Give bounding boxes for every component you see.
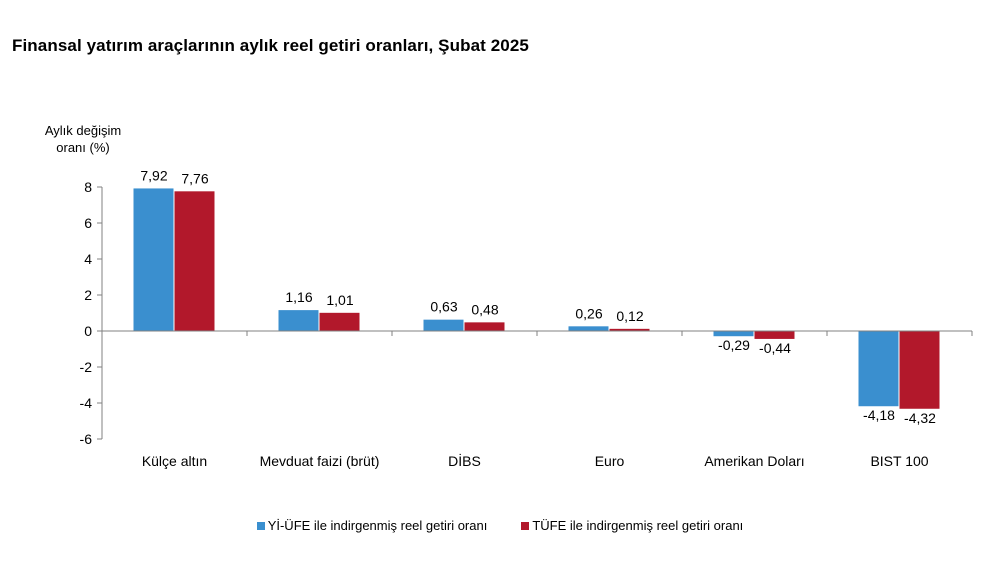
bar: [609, 328, 650, 331]
x-category-label: Mevduat faizi (brüt): [260, 453, 380, 469]
legend-label-yi-ufe: Yİ-ÜFE ile indirgenmiş reel getiri oranı: [267, 518, 488, 533]
data-label: 0,12: [616, 308, 643, 324]
x-category-label: Külçe altın: [142, 453, 207, 469]
legend: Yİ-ÜFE ile indirgenmiş reel getiri oranı…: [0, 518, 1000, 533]
y-axis-label-line-2: oranı (%): [56, 140, 110, 155]
legend-item-tufe: TÜFE ile indirgenmiş reel getiri oranı: [521, 518, 743, 533]
y-tick-label: 0: [84, 323, 92, 339]
legend-label-tufe: TÜFE ile indirgenmiş reel getiri oranı: [532, 518, 744, 533]
x-category-label: Amerikan Doları: [704, 453, 804, 469]
data-label: -0,44: [759, 340, 791, 356]
bar: [174, 191, 215, 331]
y-tick-label: -2: [80, 359, 93, 375]
y-axis-label-line-1: Aylık değişim: [44, 123, 122, 138]
data-label: 0,63: [430, 299, 457, 315]
bar: [464, 322, 505, 331]
x-category-label: BIST 100: [870, 453, 928, 469]
y-tick-label: 4: [84, 251, 92, 267]
data-label: 7,76: [181, 170, 208, 186]
x-category-label: DİBS: [448, 452, 481, 469]
legend-item-yi-ufe: Yİ-ÜFE ile indirgenmiş reel getiri oranı: [256, 518, 488, 533]
bar: [754, 331, 795, 339]
data-label: -4,32: [904, 410, 936, 426]
data-label: 7,92: [140, 167, 167, 183]
bar: [899, 331, 940, 409]
bar: [278, 310, 319, 331]
data-label: -0,29: [718, 337, 750, 353]
chart-plot: 8 6 4 2 0 -2 -4 -6 7,92 7,76 1,16 1,01 0,63 0,48 0,26 0…: [80, 167, 973, 469]
data-label: -4,18: [863, 407, 895, 423]
legend-swatch-yi-ufe: [256, 521, 265, 530]
y-tick-label: -6: [80, 431, 93, 447]
bar: [133, 188, 174, 331]
y-axis-label: Aylık değişim oranı (%): [28, 122, 138, 156]
bar: [568, 326, 609, 331]
bar: [713, 331, 754, 337]
y-tick-label: 6: [84, 215, 92, 231]
bar: [319, 312, 360, 331]
legend-swatch-tufe: [521, 521, 530, 530]
y-tick-label: 2: [84, 287, 92, 303]
data-label: 0,26: [575, 305, 602, 321]
data-label: 1,01: [326, 292, 353, 308]
bar: [423, 319, 464, 331]
y-tick-label: 8: [84, 179, 92, 195]
data-label: 0,48: [471, 301, 498, 317]
chart-title: Finansal yatırım araçlarının aylık reel …: [12, 36, 529, 55]
bar: [858, 331, 899, 407]
y-tick-label: -4: [80, 395, 93, 411]
data-label: 1,16: [285, 289, 312, 305]
x-category-label: Euro: [595, 453, 625, 469]
